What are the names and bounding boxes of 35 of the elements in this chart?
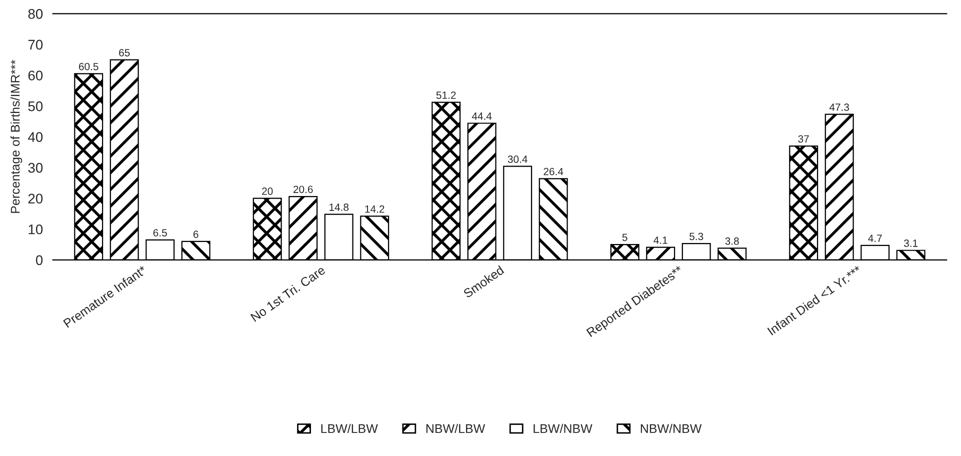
legend-label: LBW/LBW (321, 424, 378, 434)
data-label: 6.5 (153, 229, 167, 236)
data-label: 47.3 (829, 104, 850, 111)
y-tick-label: 80 (28, 9, 43, 19)
y-tick-label: 70 (28, 40, 43, 50)
data-label: 51.2 (436, 92, 456, 99)
data-label: 3.8 (725, 237, 739, 245)
y-tick-label: 0 (36, 255, 43, 266)
y-axis-title: Percentage of Births/IMR*** (10, 60, 22, 213)
y-tick-label: 30 (28, 162, 43, 173)
data-label: 30.4 (508, 156, 528, 163)
y-tick-label: 20 (28, 194, 43, 204)
data-label: 5 (622, 234, 628, 242)
data-label: 14.2 (365, 205, 384, 213)
data-label: 44.4 (472, 112, 492, 120)
data-label: 3.1 (904, 240, 918, 247)
y-tick-label: 60 (28, 70, 43, 80)
data-label: 60.5 (78, 62, 98, 70)
data-label: 37 (798, 135, 809, 143)
x-tick-label: No 1st Tri. Care (250, 265, 326, 322)
data-label: 4.7 (868, 234, 882, 242)
y-tick-label: 10 (28, 224, 43, 234)
data-label: 26.4 (544, 168, 564, 176)
data-label: 4.1 (654, 236, 668, 244)
data-label: 6 (193, 230, 198, 238)
y-tick-label: 40 (28, 132, 43, 142)
data-label: 20.6 (293, 186, 313, 194)
data-label: 20 (262, 188, 273, 195)
y-tick-label: 50 (28, 101, 43, 112)
data-label: 65 (119, 49, 130, 56)
legend-label: NBW/LBW (426, 424, 486, 434)
data-label: 5.3 (690, 232, 704, 240)
data-label: 14.8 (330, 204, 349, 211)
legend-label: NBW/NBW (640, 424, 702, 434)
legend-label: LBW/NBW (534, 424, 592, 434)
